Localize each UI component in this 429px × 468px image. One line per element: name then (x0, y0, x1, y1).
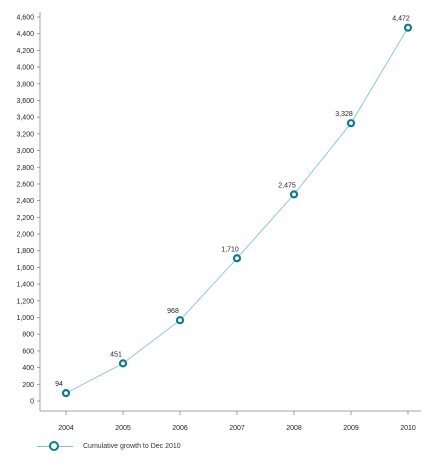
y-tick-label: 4,000 (16, 65, 34, 72)
y-tick-label: 2,800 (16, 165, 34, 172)
y-tick-label: 1,600 (16, 265, 34, 272)
data-point (403, 23, 413, 32)
data-point (289, 190, 299, 199)
data-label: 1,710 (221, 246, 239, 253)
y-tick-label: 4,600 (16, 15, 34, 22)
data-label: 4,472 (392, 16, 410, 23)
x-tick-label: 2007 (229, 425, 245, 432)
data-label: 3,328 (335, 111, 353, 118)
data-label: 94 (55, 381, 63, 388)
data-point (118, 359, 128, 368)
y-tick-label: 3,800 (16, 81, 34, 88)
y-tick-label: 1,000 (16, 315, 34, 322)
y-tick-label: 400 (22, 365, 34, 372)
data-point (61, 389, 71, 398)
data-label: 2,475 (278, 182, 296, 189)
y-tick-label: 2,600 (16, 181, 34, 188)
x-tick-label: 2006 (172, 425, 188, 432)
data-label: 968 (167, 308, 179, 315)
y-tick-label: 2,200 (16, 215, 34, 222)
x-tick-label: 2009 (343, 425, 359, 432)
x-tick-label: 2005 (115, 425, 131, 432)
y-tick-label: 1,400 (16, 282, 34, 289)
x-tick-label: 2004 (58, 425, 74, 432)
y-tick-label: 200 (22, 382, 34, 389)
x-tick-label: 2010 (400, 425, 416, 432)
y-tick-label: 1,200 (16, 298, 34, 305)
y-tick-label: 3,400 (16, 115, 34, 122)
y-tick-label: 600 (22, 348, 34, 355)
y-tick-label: 3,000 (16, 148, 34, 155)
y-tick-label: 3,600 (16, 98, 34, 105)
data-point (175, 316, 185, 325)
series-line (65, 27, 409, 394)
y-tick-label: 3,200 (16, 131, 34, 138)
x-tick-label: 2008 (286, 425, 302, 432)
legend: Cumulative growth to Dec 2010 (37, 438, 181, 454)
y-tick-label: 4,400 (16, 31, 34, 38)
y-tick-label: 2,000 (16, 232, 34, 239)
legend-marker-icon (49, 441, 59, 451)
y-tick-label: 4,200 (16, 48, 34, 55)
data-label: 451 (110, 351, 122, 358)
y-tick-label: 2,400 (16, 198, 34, 205)
data-point (346, 119, 356, 128)
legend-swatch (37, 438, 73, 454)
y-tick-label: 0 (30, 399, 34, 406)
legend-label: Cumulative growth to Dec 2010 (83, 442, 181, 450)
y-tick-label: 1,800 (16, 248, 34, 255)
y-tick-label: 800 (22, 332, 34, 339)
data-point (232, 254, 242, 263)
